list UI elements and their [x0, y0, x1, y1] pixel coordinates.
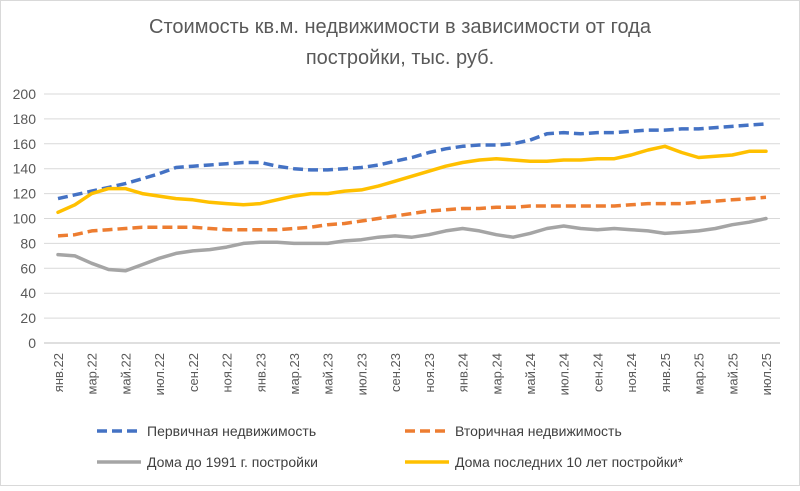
y-tick-label: 40 — [20, 285, 36, 301]
legend-label: Дома последних 10 лет постройки* — [455, 454, 684, 470]
x-tick-label: янв.23 — [253, 353, 268, 392]
x-tick-label: июл.23 — [354, 353, 369, 395]
x-tick-label: мар.25 — [692, 353, 707, 394]
x-tick-label: мар.23 — [287, 353, 302, 394]
x-tick-label: мар.22 — [85, 353, 100, 394]
x-tick-label: май.22 — [118, 353, 133, 395]
legend-label: Дома до 1991 г. постройки — [147, 454, 318, 470]
x-tick-label: сен.23 — [388, 353, 403, 392]
x-tick-label: янв.24 — [456, 353, 471, 392]
y-tick-label: 120 — [13, 186, 37, 202]
legend: Первичная недвижимость Вторичная недвижим… — [97, 423, 684, 470]
x-tick-label: янв.22 — [51, 353, 66, 392]
y-tick-label: 20 — [20, 310, 36, 326]
y-tick-label: 180 — [13, 111, 37, 127]
y-tick-label: 0 — [28, 335, 36, 351]
y-tick-label: 80 — [20, 235, 36, 251]
x-tick-label: июл.24 — [557, 353, 572, 395]
y-tick-label: 100 — [13, 211, 37, 227]
x-tick-label: ноя.22 — [220, 353, 235, 393]
series-lines — [56, 122, 768, 273]
x-tick-label: май.24 — [523, 353, 538, 395]
y-tick-label: 200 — [13, 86, 37, 102]
x-axis-tick-labels: янв.22 мар.22 май.22 июл.22 сен.22 ноя.22 янв.… — [51, 353, 774, 395]
series-line-4 — [56, 144, 768, 215]
x-tick-label: сен.24 — [590, 353, 605, 392]
chart-title-line-1: Стоимость кв.м. недвижимости в зависимос… — [149, 16, 652, 38]
series-line-2 — [57, 195, 767, 238]
x-tick-label: янв.25 — [658, 353, 673, 392]
x-tick-label: июл.25 — [759, 353, 774, 395]
x-tick-label: май.23 — [321, 353, 336, 395]
x-tick-label: ноя.23 — [422, 353, 437, 393]
x-tick-label: сен.22 — [186, 353, 201, 392]
y-tick-label: 140 — [13, 161, 37, 177]
series-line-3 — [56, 216, 768, 273]
x-tick-label: июл.22 — [152, 353, 167, 395]
y-axis-tick-labels: 0 20 40 60 80 100 120 140 160 180 200 — [13, 86, 37, 351]
chart-title-line-2: постройки, тыс. руб. — [306, 47, 494, 69]
y-tick-label: 60 — [20, 260, 36, 276]
legend-label: Вторичная недвижимость — [455, 423, 622, 439]
legend-label: Первичная недвижимость — [147, 423, 316, 439]
x-tick-label: май.25 — [725, 353, 740, 395]
x-tick-label: ноя.24 — [624, 353, 639, 393]
gridlines — [44, 93, 780, 344]
y-tick-label: 160 — [13, 136, 37, 152]
series-line-1 — [57, 122, 767, 201]
x-tick-label: мар.24 — [489, 353, 504, 394]
